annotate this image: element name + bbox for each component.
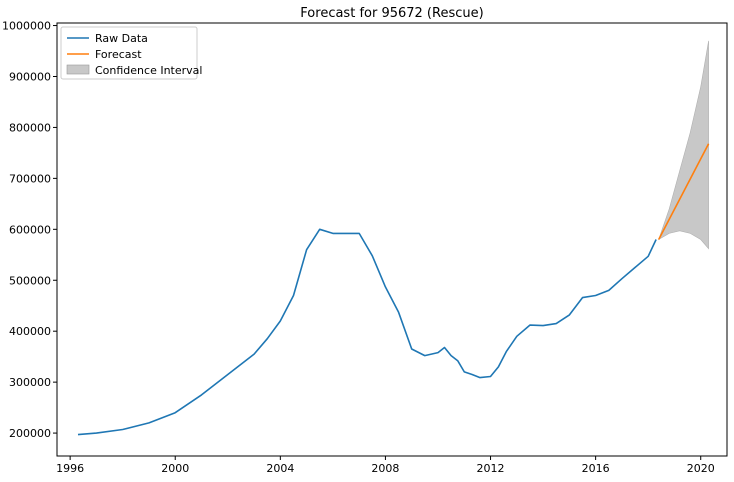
chart-title: Forecast for 95672 (Rescue) [300, 6, 483, 21]
legend-label-forecast: Forecast [95, 48, 142, 61]
x-tick-label: 2008 [371, 462, 399, 475]
y-tick-label: 400000 [9, 325, 51, 338]
y-axis-ticks: 200000 300000 400000 500000 600000 700000 8000… [2, 20, 57, 440]
y-tick-label: 1000000 [2, 20, 51, 33]
x-tick-label: 2004 [266, 462, 294, 475]
x-tick-label: 1996 [56, 462, 84, 475]
y-tick-label: 200000 [9, 427, 51, 440]
legend-swatch-confidence-interval [66, 64, 90, 75]
x-tick-label: 2016 [582, 462, 610, 475]
x-tick-label: 2020 [687, 462, 715, 475]
y-tick-label: 800000 [9, 121, 51, 134]
confidence-interval-layer [658, 40, 709, 250]
series-line-forecast [657, 143, 710, 240]
legend: Raw Data Forecast Confidence Interval [60, 26, 202, 80]
y-tick-label: 600000 [9, 223, 51, 236]
legend-label-confidence-interval: Confidence Interval [95, 64, 202, 77]
confidence-interval-band [658, 40, 709, 250]
y-tick-label: 500000 [9, 274, 51, 287]
series-line-raw-data [77, 228, 657, 436]
series-lines-layer [77, 143, 710, 436]
x-tick-label: 2012 [477, 462, 505, 475]
legend-label-raw-data: Raw Data [95, 32, 148, 45]
y-tick-label: 300000 [9, 376, 51, 389]
x-axis-ticks: 1996 2000 2004 2008 2012 2016 2020 [56, 456, 715, 475]
y-tick-label: 700000 [9, 172, 51, 185]
y-tick-label: 900000 [9, 70, 51, 83]
x-tick-label: 2000 [161, 462, 189, 475]
plot-frame [56, 22, 728, 457]
legend-box [60, 26, 198, 80]
